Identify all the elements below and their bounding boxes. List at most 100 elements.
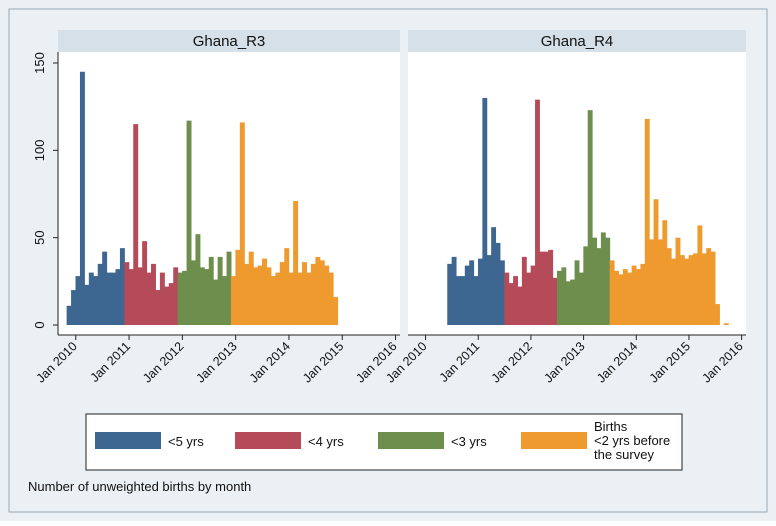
bar-Ghana_R3-lt2-13 xyxy=(288,272,294,325)
bar-Ghana_R3-lt2-0 xyxy=(230,276,236,325)
bar-Ghana_R3-lt5-6 xyxy=(93,276,99,325)
bar-Ghana_R4-lt4-6 xyxy=(530,265,536,325)
bar-Ghana_R3-lt4-6 xyxy=(151,263,156,325)
bar-Ghana_R3-lt2-9 xyxy=(270,276,276,325)
bar-Ghana_R4-lt2-12 xyxy=(662,220,668,325)
bar-Ghana_R3-lt2-5 xyxy=(253,267,259,325)
bar-Ghana_R3-lt2-14 xyxy=(293,200,299,325)
legend-label-lt5-0: <5 yrs xyxy=(168,434,204,449)
bar-Ghana_R3-lt5-3 xyxy=(79,71,85,325)
bar-Ghana_R4-lt4-9 xyxy=(543,251,549,325)
bar-Ghana_R4-lt3-6 xyxy=(583,246,589,325)
bar-Ghana_R4-lt2-5 xyxy=(631,265,637,325)
bar-Ghana_R3-lt2-16 xyxy=(302,262,307,325)
bar-Ghana_R4-lt2-24 xyxy=(715,304,720,325)
bar-Ghana_R4-lt3-3 xyxy=(570,279,576,325)
bar-Ghana_R4-lt3-7 xyxy=(587,110,593,325)
bar-Ghana_R3-lt2-2 xyxy=(239,122,245,325)
bar-Ghana_R3-lt2-1 xyxy=(235,249,241,325)
bar-Ghana_R4-lt2-15 xyxy=(675,237,681,325)
bar-Ghana_R4-lt3-11 xyxy=(605,237,611,325)
bar-Ghana_R3-lt2-10 xyxy=(275,272,281,325)
bar-Ghana_R4-lt4-8 xyxy=(539,251,545,325)
legend-label-lt2-1: <2 yrs before xyxy=(594,433,670,448)
bar-Ghana_R4-lt2-0 xyxy=(609,260,615,325)
bar-Ghana_R4-lt2-4 xyxy=(627,272,633,325)
bar-Ghana_R4-lt3-8 xyxy=(592,237,597,325)
bar-Ghana_R4-lt3-1 xyxy=(561,267,567,325)
bar-Ghana_R3-lt2-11 xyxy=(279,262,285,325)
bar-Ghana_R3-lt2-17 xyxy=(306,272,312,325)
bar-Ghana_R3-lt5-12 xyxy=(119,248,125,325)
legend-swatch-lt4 xyxy=(235,432,301,449)
bar-Ghana_R3-lt3-2 xyxy=(186,120,192,325)
legend-label-lt3-0: <3 yrs xyxy=(451,434,487,449)
bar-Ghana_R3-lt4-8 xyxy=(159,272,165,325)
bar-Ghana_R3-lt2-22 xyxy=(328,272,334,325)
bar-Ghana_R4-lt2-8 xyxy=(644,118,650,325)
bar-Ghana_R4-lt5-6 xyxy=(473,276,479,325)
legend-label-lt2-2: the survey xyxy=(594,447,654,462)
y-tick-label-2: 100 xyxy=(32,139,47,161)
bar-Ghana_R4-lt5-10 xyxy=(491,227,497,325)
legend-swatch-lt3 xyxy=(378,432,444,449)
bar-Ghana_R3-lt4-5 xyxy=(146,272,152,325)
bar-Ghana_R3-lt2-19 xyxy=(315,256,321,325)
bar-Ghana_R4-lt4-0 xyxy=(504,272,510,325)
bar-Ghana_R3-lt3-5 xyxy=(199,267,205,325)
bar-Ghana_R4-lt5-7 xyxy=(477,258,483,325)
bar-Ghana_R3-lt4-1 xyxy=(128,269,134,325)
bar-Ghana_R4-lt3-4 xyxy=(574,260,580,325)
bar-Ghana_R3-lt4-4 xyxy=(142,241,148,325)
panel-header-2 xyxy=(408,30,746,52)
bar-Ghana_R3-lt5-5 xyxy=(88,272,94,325)
bar-Ghana_R4-lt5-3 xyxy=(460,276,466,325)
figure-caption: Number of unweighted births by month xyxy=(28,479,251,494)
bar-Ghana_R3-lt3-11 xyxy=(226,251,232,325)
bar-Ghana_R4-lt3-5 xyxy=(578,272,584,325)
bar-Ghana_R4-lt4-3 xyxy=(517,286,523,325)
bar-Ghana_R3-lt3-0 xyxy=(177,272,183,325)
bar-Ghana_R4-lt2-20 xyxy=(697,225,703,325)
bar-Ghana_R4-lt2-14 xyxy=(671,258,677,325)
bar-Ghana_R4-lt4-4 xyxy=(521,256,527,325)
bar-Ghana_R3-lt4-0 xyxy=(124,262,130,325)
bar-Ghana_R4-lt4-5 xyxy=(526,272,532,325)
bar-Ghana_R4-lt5-1 xyxy=(451,256,457,325)
legend-label-lt2-0: Births xyxy=(594,419,628,434)
bar-Ghana_R3-lt5-9 xyxy=(106,272,112,325)
bar-Ghana_R4-lt4-2 xyxy=(513,276,518,325)
bar-Ghana_R3-lt2-15 xyxy=(297,272,303,325)
bar-Ghana_R4-lt5-0 xyxy=(447,263,453,325)
bar-Ghana_R4-lt2-16 xyxy=(679,255,685,325)
y-tick-label-3: 150 xyxy=(32,52,47,74)
bar-Ghana_R4-lt2-11 xyxy=(657,239,663,325)
bar-Ghana_R3-lt3-6 xyxy=(204,269,210,325)
bar-Ghana_R3-lt4-10 xyxy=(168,283,174,325)
bar-Ghana_R3-lt2-18 xyxy=(310,263,316,325)
bar-Ghana_R4-lt2-7 xyxy=(640,263,646,325)
bar-Ghana_R4-lt4-7 xyxy=(535,99,540,326)
bar-Ghana_R3-lt2-4 xyxy=(248,251,254,325)
bar-Ghana_R3-lt5-8 xyxy=(102,251,108,325)
panel-header-1 xyxy=(58,30,400,52)
bar-Ghana_R4-lt2-21 xyxy=(701,253,707,325)
bar-Ghana_R3-lt4-11 xyxy=(173,267,179,325)
bar-Ghana_R4-lt5-8 xyxy=(482,97,488,326)
bar-Ghana_R4-lt5-2 xyxy=(456,276,461,325)
bar-Ghana_R3-lt5-2 xyxy=(75,276,81,325)
bar-Ghana_R3-lt3-7 xyxy=(208,256,214,325)
bar-Ghana_R3-lt2-12 xyxy=(284,248,290,325)
bar-Ghana_R4-lt2-1 xyxy=(614,270,619,325)
bar-Ghana_R4-lt2-23 xyxy=(710,251,716,325)
bar-Ghana_R4-lt5-12 xyxy=(499,260,505,325)
y-tick-label-1: 50 xyxy=(32,230,47,244)
bar-Ghana_R3-lt2-23 xyxy=(333,297,339,325)
bar-Ghana_R4-lt2-13 xyxy=(666,248,672,325)
bar-Ghana_R3-lt2-6 xyxy=(257,265,263,325)
bar-Ghana_R4-lt5-9 xyxy=(486,255,492,325)
legend: <5 yrs <4 yrs <3 yrs Births<2 yrs beforethe… xyxy=(85,413,683,471)
bar-Ghana_R3-lt4-7 xyxy=(155,290,161,325)
